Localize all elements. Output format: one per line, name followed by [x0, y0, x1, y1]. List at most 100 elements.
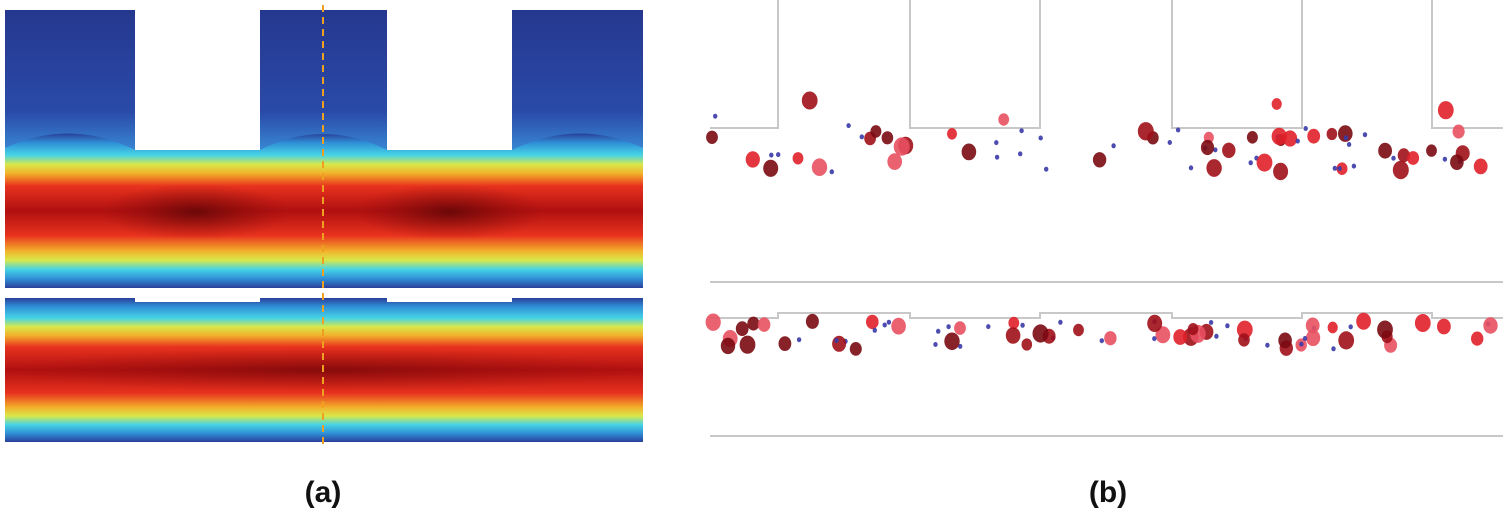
particle [1020, 322, 1025, 328]
particles [705, 91, 1498, 356]
particle [1044, 166, 1049, 172]
particle [1426, 144, 1437, 157]
particle [1092, 152, 1107, 168]
particle [859, 134, 864, 140]
particle [872, 327, 877, 333]
particle [745, 151, 760, 168]
particle [1331, 346, 1336, 352]
particle [994, 154, 1000, 160]
particle [735, 321, 749, 337]
particle [958, 343, 963, 349]
particle [1271, 98, 1282, 110]
particle [1452, 124, 1465, 139]
particle [1238, 333, 1250, 347]
particle [1295, 138, 1300, 144]
particle [1302, 336, 1308, 341]
particle [1206, 159, 1222, 177]
particle [947, 128, 957, 140]
particle [846, 123, 851, 129]
particle [866, 314, 879, 330]
particle [886, 319, 892, 325]
particle [1273, 162, 1289, 181]
particle [1200, 139, 1215, 156]
particle [882, 322, 887, 328]
waveguide-outline [710, 0, 1503, 129]
tooth [5, 10, 135, 155]
particle [994, 140, 999, 146]
particle [1278, 332, 1292, 349]
particle [1248, 160, 1253, 166]
particle [870, 125, 882, 138]
particle [998, 113, 1010, 126]
particle [891, 317, 906, 335]
particle [1214, 333, 1219, 339]
particle [1021, 338, 1033, 351]
particle [1306, 329, 1321, 347]
particle [946, 324, 951, 330]
particle [1032, 324, 1049, 343]
particle [893, 137, 910, 156]
particle [1397, 148, 1410, 163]
particle [1307, 128, 1321, 144]
particle [1348, 324, 1353, 330]
particle [1099, 338, 1105, 344]
particle [1167, 140, 1173, 145]
particle [1008, 316, 1020, 330]
particle [1343, 135, 1349, 141]
particle [1265, 342, 1270, 348]
particle [1256, 153, 1273, 172]
particle [1005, 327, 1021, 344]
particle [1019, 128, 1024, 134]
particle [1305, 317, 1320, 334]
particle [832, 335, 847, 352]
particle [1414, 314, 1431, 332]
particle [1437, 101, 1454, 120]
particle [1073, 323, 1084, 337]
particle [1437, 318, 1451, 335]
particle [1483, 317, 1498, 334]
particle [1442, 156, 1448, 162]
particle [961, 143, 977, 161]
particle [1222, 142, 1236, 158]
particle [778, 336, 792, 351]
particle [1327, 321, 1338, 334]
particle [1187, 323, 1199, 336]
particle [796, 337, 802, 343]
particle [1391, 155, 1396, 161]
particle [1137, 122, 1154, 141]
particle [1111, 143, 1116, 149]
particle [1346, 142, 1352, 147]
particle [1392, 160, 1409, 180]
particle [1351, 163, 1357, 169]
particle [1407, 151, 1420, 165]
panel-label: (b) [1089, 476, 1127, 509]
particle [986, 324, 991, 330]
particle [1303, 126, 1308, 131]
particle [706, 130, 718, 144]
particle [1473, 158, 1488, 175]
particle [1377, 320, 1393, 339]
particle [757, 317, 771, 332]
particle [1175, 127, 1181, 133]
particle [1155, 326, 1171, 344]
particle [1225, 323, 1230, 329]
panel-b [710, 0, 1503, 437]
particle [1104, 331, 1117, 346]
particle [1188, 165, 1194, 171]
panel-label: (a) [305, 476, 342, 509]
particle [739, 335, 756, 354]
particle [1271, 127, 1287, 146]
field-max [355, 184, 545, 240]
particle [1338, 331, 1355, 350]
particle [829, 169, 834, 175]
particle [1450, 154, 1464, 170]
particle [801, 91, 818, 110]
particle [1338, 125, 1353, 142]
particle [1058, 319, 1063, 325]
panel-a [3, 5, 643, 446]
particle [1337, 166, 1342, 171]
particle [1147, 314, 1163, 332]
particle [705, 313, 721, 331]
particle [1173, 329, 1188, 345]
particle [763, 159, 779, 177]
